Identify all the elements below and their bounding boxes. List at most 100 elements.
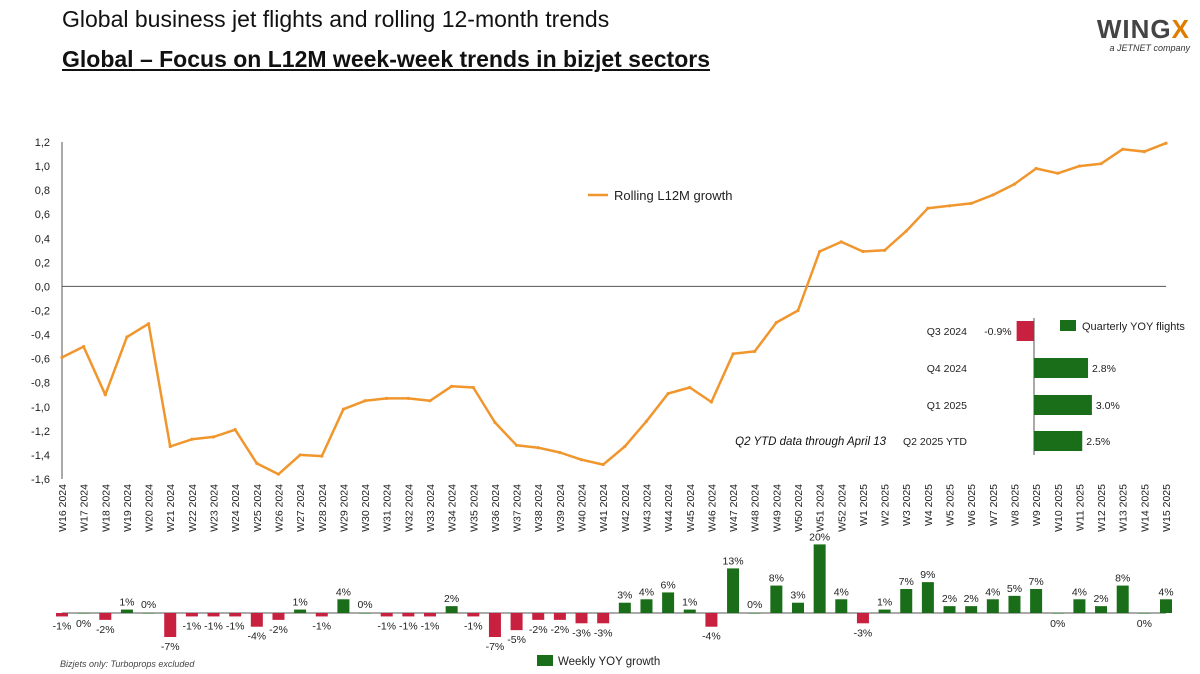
line-point — [753, 349, 757, 354]
x-tick-label: W35 2024 — [468, 484, 480, 532]
line-point — [536, 446, 540, 450]
line-point — [320, 454, 324, 458]
line-point — [709, 400, 714, 404]
line-point — [298, 453, 302, 457]
weekly-bar — [1160, 599, 1172, 613]
weekly-bar — [727, 568, 740, 613]
weekly-bar — [792, 602, 804, 613]
line-point — [406, 396, 410, 400]
line-point — [276, 472, 281, 476]
x-tick-label: W18 2024 — [100, 484, 112, 532]
weekly-bar — [380, 613, 393, 617]
weekly-bar-label: 0% — [357, 599, 372, 611]
x-tick-label: W14 2025 — [1139, 484, 1151, 532]
q2-annotation: Q2 YTD data through April 13 — [735, 436, 886, 448]
quarterly-category-label: Q1 2025 — [927, 400, 967, 412]
x-tick-label: W4 2025 — [923, 484, 935, 526]
weekly-bar — [770, 585, 783, 613]
line-point — [450, 384, 454, 388]
weekly-bar-label: 6% — [661, 579, 676, 591]
y-tick-label: -1,6 — [31, 474, 50, 486]
x-tick-label: W8 2025 — [1009, 484, 1021, 526]
line-point — [818, 249, 822, 254]
series-line-rolling-l12m — [61, 142, 1167, 476]
x-tick-label: W10 2025 — [1053, 484, 1065, 532]
weekly-bar — [294, 609, 307, 613]
weekly-bar-label: -1% — [226, 620, 245, 632]
x-tick-label: W42 2024 — [620, 484, 632, 532]
x-tick-label: W31 2024 — [382, 484, 394, 532]
weekly-bar-label: -1% — [464, 620, 483, 632]
x-tick-label: W1 2025 — [858, 484, 870, 526]
x-tick-label: W33 2024 — [425, 484, 437, 532]
line-point — [1164, 141, 1168, 145]
line-point — [146, 322, 151, 326]
weekly-bar — [207, 613, 220, 617]
weekly-bar — [748, 613, 761, 614]
weekly-bar — [640, 599, 653, 613]
quarterly-category-label: Q4 2024 — [927, 363, 967, 375]
line-point — [428, 399, 432, 403]
weekly-bar-label: 4% — [985, 586, 1000, 598]
x-tick-label: W34 2024 — [447, 484, 459, 532]
x-tick-label: W27 2024 — [295, 484, 307, 532]
line-point — [731, 352, 735, 356]
x-tick-label: W48 2024 — [750, 484, 762, 532]
weekly-bar — [878, 609, 891, 613]
line-point — [493, 420, 497, 425]
weekly-bar-label: -1% — [183, 620, 202, 632]
weekly-bar-label: -1% — [53, 620, 72, 632]
legend-label-quarterly: Quarterly YOY flights — [1082, 321, 1185, 333]
weekly-bar — [445, 606, 458, 613]
line-point — [1012, 182, 1017, 186]
weekly-bar — [120, 609, 133, 613]
x-tick-label: W47 2024 — [728, 484, 740, 532]
line-point — [774, 320, 778, 325]
weekly-bar-label: -1% — [399, 620, 418, 632]
weekly-bar-label: -2% — [269, 624, 288, 636]
weekly-bar — [618, 602, 631, 613]
line-point — [471, 385, 475, 390]
x-tick-label: W44 2024 — [663, 484, 675, 532]
company-logo: WINGX a JETNET company — [1097, 14, 1190, 53]
x-tick-label: W5 2025 — [945, 484, 957, 526]
x-tick-label: W36 2024 — [490, 484, 502, 532]
x-tick-label: W43 2024 — [641, 484, 653, 532]
x-tick-label: W3 2025 — [901, 484, 913, 526]
y-tick-label: -0,8 — [31, 378, 50, 390]
x-tick-label: W11 2025 — [1074, 484, 1086, 531]
x-tick-label: W26 2024 — [273, 484, 285, 532]
x-tick-label: W24 2024 — [230, 484, 242, 532]
y-tick-label: 0,2 — [35, 257, 50, 269]
y-tick-label: -0,4 — [31, 330, 50, 342]
x-tick-label: W41 2024 — [598, 484, 610, 532]
line-point — [514, 443, 519, 447]
line-point — [947, 204, 952, 208]
line-point — [1121, 147, 1125, 151]
y-tick-label: 0,8 — [35, 185, 50, 197]
line-point — [1077, 164, 1082, 168]
weekly-bar — [943, 606, 956, 613]
line-point — [385, 396, 389, 400]
x-tick-label: W28 2024 — [317, 484, 329, 532]
line-point — [601, 462, 605, 467]
y-tick-label: -1,0 — [31, 402, 50, 414]
weekly-bar — [402, 613, 415, 617]
footnote: Bizjets only: Turboprops excluded — [60, 659, 195, 669]
x-tick-label: W19 2024 — [122, 484, 134, 532]
quarterly-bar — [1034, 395, 1092, 415]
x-tick-label: W51 2024 — [815, 484, 827, 532]
weekly-bar — [813, 544, 826, 613]
weekly-bar — [467, 613, 480, 617]
weekly-bar-label: 9% — [920, 569, 935, 581]
x-tick-label: W23 2024 — [209, 484, 221, 532]
legend-label-weekly: Weekly YOY growth — [558, 656, 660, 668]
line-point — [1142, 150, 1146, 154]
weekly-bar-label: -3% — [594, 627, 613, 639]
weekly-bar — [683, 609, 696, 613]
line-point — [688, 385, 692, 390]
weekly-bar — [986, 599, 999, 613]
weekly-bar — [315, 613, 328, 617]
x-tick-label: W12 2025 — [1096, 484, 1108, 532]
weekly-bar — [424, 613, 436, 617]
